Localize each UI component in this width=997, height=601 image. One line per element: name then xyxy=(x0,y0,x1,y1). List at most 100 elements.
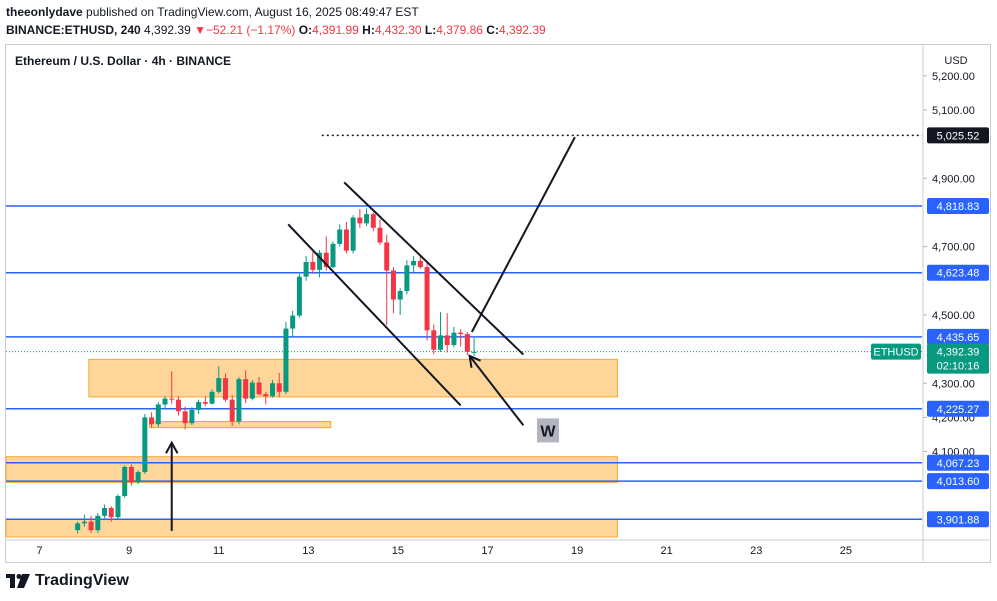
symbol-tag-bg xyxy=(871,343,921,360)
level-price-label-bg xyxy=(927,197,989,214)
candle-body xyxy=(128,466,134,483)
candle-down xyxy=(458,329,464,347)
candle-down xyxy=(175,396,181,416)
candle-down xyxy=(377,219,383,245)
symbol-tag: ETHUSD xyxy=(873,347,918,359)
candle-up xyxy=(135,470,141,485)
candle-body xyxy=(222,378,228,400)
bar-countdown-label: 02:10:16 xyxy=(937,361,980,373)
candle-body xyxy=(296,276,302,316)
candle-body xyxy=(384,242,390,271)
candle-body xyxy=(155,404,161,425)
candle-body xyxy=(196,402,202,410)
candle-down xyxy=(417,256,423,269)
candle-down xyxy=(169,371,175,404)
candle-body xyxy=(424,267,430,331)
candle-body xyxy=(209,391,215,404)
x-tick-label: 25 xyxy=(840,545,852,557)
candle-down xyxy=(256,377,262,396)
level-price-label: 4,225.27 xyxy=(937,404,980,416)
x-tick-label: 17 xyxy=(481,545,493,557)
candle-body xyxy=(303,261,309,277)
y-tick-label: 5,200.00 xyxy=(932,71,975,83)
author-name[interactable]: theeonlydave xyxy=(6,5,83,19)
candle-up xyxy=(216,366,222,394)
candle-body xyxy=(81,521,87,524)
candle-up xyxy=(283,321,289,395)
candle-body xyxy=(149,417,155,425)
x-tick-label: 7 xyxy=(37,545,43,557)
candle-body xyxy=(122,466,128,496)
candle-body xyxy=(364,214,370,224)
current-price-label-bg xyxy=(927,343,989,374)
candle-body xyxy=(290,315,296,329)
candle-down xyxy=(243,370,249,404)
level-price-label: 4,435.65 xyxy=(937,332,980,344)
candle-up xyxy=(317,250,323,278)
candle-body xyxy=(169,398,175,400)
candle-up xyxy=(337,224,343,247)
candle-up xyxy=(142,414,148,474)
level-price-label-bg xyxy=(927,473,989,490)
candle-body xyxy=(243,379,249,399)
low-label: L: xyxy=(424,23,437,37)
candle-body xyxy=(404,265,410,291)
candle-body xyxy=(229,399,235,422)
x-tick-label: 21 xyxy=(661,545,673,557)
candle-down xyxy=(263,391,269,405)
candle-body xyxy=(276,383,282,392)
chart-title: Ethereum / U.S. Dollar · 4h · BINANCE xyxy=(15,54,231,68)
close-value: 4,392.39 xyxy=(498,23,546,37)
candle-down xyxy=(390,267,396,314)
channel-trendline xyxy=(343,181,525,356)
y-tick-label: 5,100.00 xyxy=(932,105,975,117)
current-price-label: 4,392.39 xyxy=(937,347,980,359)
pullback-arrow-head xyxy=(468,354,481,368)
candle-body xyxy=(390,270,396,300)
candle-up xyxy=(270,379,276,398)
level-price-label-bg xyxy=(927,454,989,471)
candle-body xyxy=(108,507,114,518)
candle-body xyxy=(451,332,457,345)
candle-body xyxy=(458,332,464,335)
candle-up xyxy=(303,256,309,281)
candle-down xyxy=(108,506,114,522)
candle-body xyxy=(464,334,470,352)
x-tick-label: 13 xyxy=(302,545,314,557)
candle-body xyxy=(142,417,148,473)
candle-body xyxy=(417,260,423,268)
support-zone xyxy=(5,456,618,483)
support-zone xyxy=(88,358,618,398)
level-price-label: 4,013.60 xyxy=(937,476,980,488)
candle-up xyxy=(209,389,215,405)
candle-body xyxy=(471,351,477,353)
candle-body xyxy=(270,383,276,397)
candle-body xyxy=(95,515,101,531)
candle-down xyxy=(222,373,228,403)
x-tick-label: 9 xyxy=(126,545,132,557)
x-tick-label: 19 xyxy=(571,545,583,557)
candle-body xyxy=(377,227,383,243)
candle-down xyxy=(343,221,349,254)
footer-brand[interactable]: TradingView xyxy=(6,572,129,590)
up-arrow-head xyxy=(165,440,179,454)
candle-body xyxy=(256,382,262,395)
candle-up xyxy=(471,338,477,356)
candle-down xyxy=(370,212,376,232)
target-price-label: 5,025.52 xyxy=(937,130,980,142)
candle-down xyxy=(149,412,155,428)
candle-body xyxy=(263,394,269,397)
candle-body xyxy=(343,229,349,251)
candle-up xyxy=(296,273,302,318)
currency-box[interactable] xyxy=(923,47,989,71)
candle-body xyxy=(323,252,329,268)
candle-down xyxy=(424,262,430,341)
candle-body xyxy=(411,260,417,266)
candle-down xyxy=(384,234,390,326)
candle-body xyxy=(175,399,181,412)
candle-up xyxy=(81,514,87,527)
candle-up xyxy=(437,312,443,352)
candle-down xyxy=(202,396,208,407)
level-price-label-bg xyxy=(927,328,989,345)
